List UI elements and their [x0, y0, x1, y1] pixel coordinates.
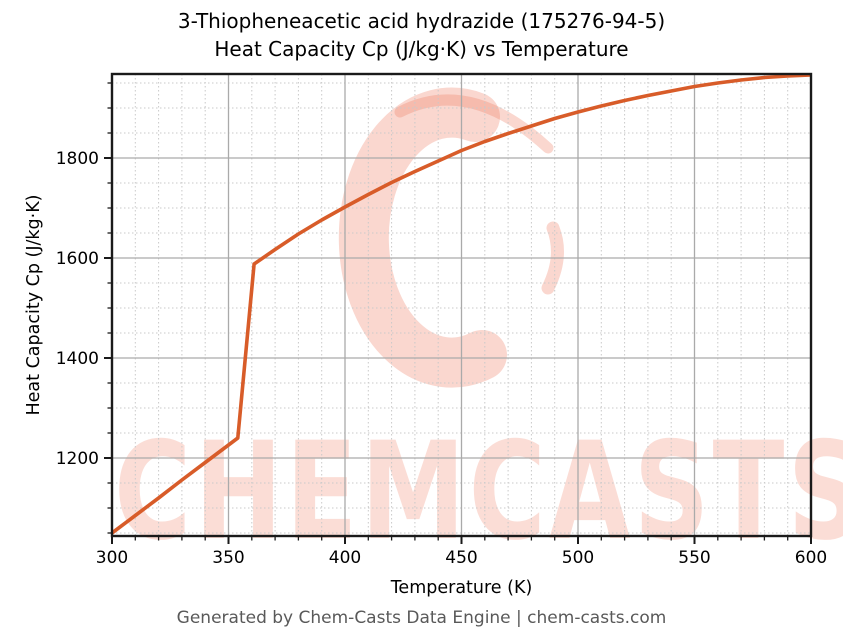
- axis-ticks: [104, 82, 812, 544]
- x-tick-label: 450: [445, 548, 477, 568]
- x-tick-label: 350: [212, 548, 244, 568]
- x-tick-label: 550: [678, 548, 710, 568]
- y-tick-label: 1800: [56, 149, 99, 169]
- chart-title-line2: Heat Capacity Cp (J/kg·K) vs Temperature: [214, 37, 629, 61]
- x-axis-label: Temperature (K): [390, 578, 533, 598]
- tick-labels: 300 350 400 450 500 550 600 1200 1400 1600 1800: [56, 149, 827, 568]
- y-axis-label: Heat Capacity Cp (J/kg·K): [24, 194, 44, 416]
- y-tick-label: 1200: [56, 449, 99, 469]
- x-tick-label: 600: [795, 548, 827, 568]
- x-tick-label: 300: [96, 548, 128, 568]
- chart-title-line1: 3-Thiopheneacetic acid hydrazide (175276…: [177, 9, 666, 33]
- cp-curve: [110, 73, 812, 535]
- y-tick-label: 1600: [56, 249, 99, 269]
- footer-credit: Generated by Chem-Casts Data Engine | ch…: [176, 608, 667, 628]
- x-tick-label: 400: [329, 548, 361, 568]
- y-tick-label: 1400: [56, 349, 99, 369]
- x-tick-label: 500: [562, 548, 594, 568]
- major-gridlines: [111, 74, 812, 536]
